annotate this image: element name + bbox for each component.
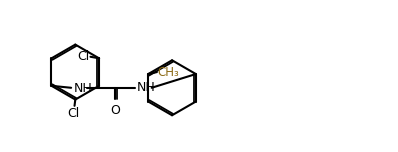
Text: Cl: Cl [77,50,89,63]
Text: NH: NH [74,82,92,95]
Text: Cl: Cl [67,107,80,120]
Text: O: O [110,104,120,117]
Text: CH₃: CH₃ [158,66,179,79]
Text: NH: NH [137,81,156,94]
